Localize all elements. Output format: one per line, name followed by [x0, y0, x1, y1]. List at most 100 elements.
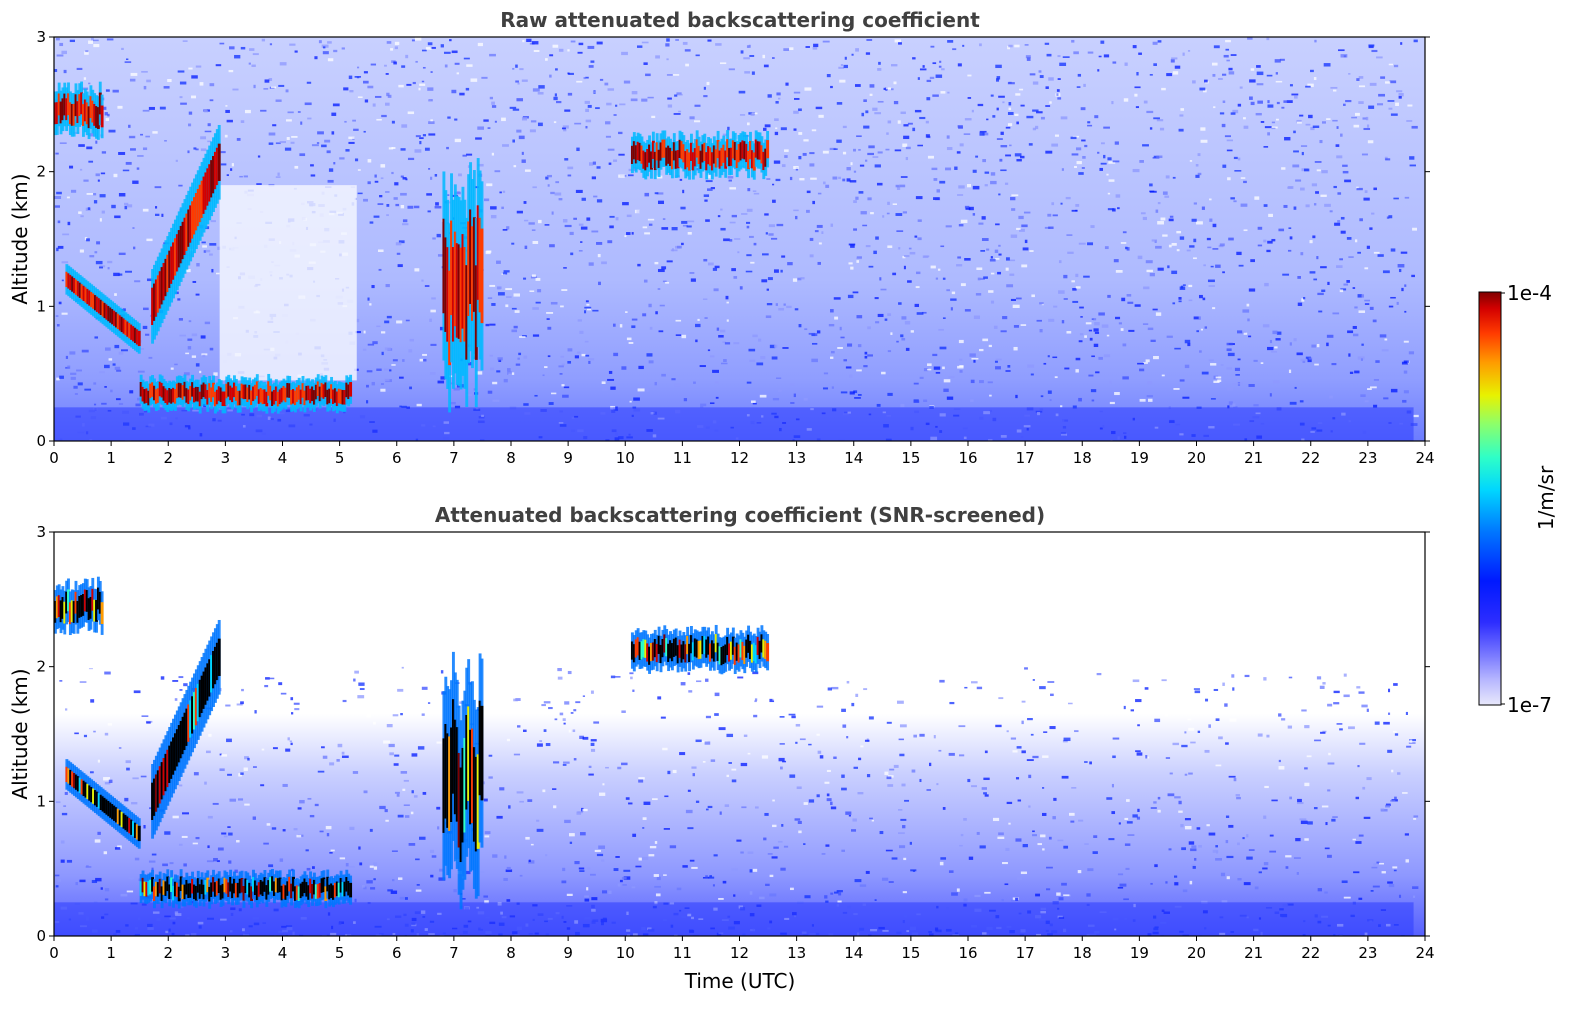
noise-pixel	[348, 75, 353, 80]
noise-pixel	[853, 228, 858, 231]
cloud-core	[204, 880, 208, 895]
noise-pixel	[260, 784, 265, 787]
noise-pixel	[1271, 126, 1278, 129]
noise-pixel	[619, 103, 626, 106]
noise-pixel	[421, 686, 428, 690]
cloud-core	[172, 885, 175, 901]
noise-pixel	[1098, 312, 1105, 316]
noise-pixel	[373, 215, 380, 218]
noise-pixel	[687, 672, 691, 675]
cloud-core	[288, 383, 292, 398]
noise-pixel	[1153, 355, 1159, 360]
noise-pixel	[483, 895, 489, 898]
noise-pixel	[719, 811, 722, 815]
noise-pixel	[240, 46, 246, 50]
noise-pixel	[583, 77, 586, 80]
noise-pixel	[268, 78, 273, 81]
noise-pixel	[976, 267, 983, 271]
noise-pixel	[430, 874, 434, 878]
noise-pixel	[942, 277, 946, 280]
noise-pixel	[180, 102, 187, 105]
noise-pixel	[1337, 220, 1341, 223]
cloud-core	[156, 388, 160, 403]
noise-pixel	[768, 224, 776, 228]
noise-pixel	[1082, 155, 1086, 159]
noise-pixel	[116, 369, 122, 372]
noise-pixel	[386, 92, 390, 97]
noise-pixel	[1390, 296, 1396, 299]
noise-pixel	[134, 857, 140, 861]
noise-pixel	[647, 218, 655, 221]
noise-pixel	[384, 347, 391, 351]
noise-pixel	[981, 216, 986, 220]
noise-pixel	[1058, 897, 1064, 901]
noise-pixel	[1059, 62, 1067, 66]
noise-pixel	[631, 318, 638, 321]
noise-pixel	[380, 383, 384, 386]
noise-pixel	[638, 777, 645, 780]
x-tick-label: 5	[335, 449, 345, 467]
noise-pixel	[89, 771, 94, 774]
noise-pixel	[561, 127, 566, 130]
noise-pixel	[588, 262, 594, 266]
noise-pixel	[1117, 873, 1124, 876]
cloud-core	[284, 387, 288, 403]
noise-pixel	[226, 738, 232, 743]
noise-pixel	[496, 286, 502, 290]
noise-pixel	[772, 397, 780, 401]
cloud-core	[259, 387, 263, 403]
noise-pixel	[393, 61, 397, 65]
noise-pixel	[1358, 310, 1366, 313]
noise-pixel	[902, 143, 908, 147]
noise-pixel	[705, 715, 711, 719]
noise-pixel	[752, 402, 757, 405]
noise-pixel	[416, 403, 422, 407]
noise-pixel	[1333, 185, 1337, 189]
noise-pixel	[260, 109, 267, 112]
noise-pixel	[430, 309, 436, 313]
noise-pixel	[912, 870, 916, 872]
noise-pixel	[545, 58, 548, 61]
noise-pixel	[975, 155, 979, 158]
noise-pixel	[228, 860, 232, 864]
noise-pixel	[779, 766, 783, 770]
cloud-core	[193, 884, 196, 900]
noise-pixel	[73, 131, 80, 135]
noise-pixel	[607, 148, 615, 151]
noise-pixel	[277, 172, 280, 176]
noise-pixel	[104, 782, 111, 785]
noise-pixel	[57, 245, 64, 249]
noise-pixel	[726, 319, 729, 322]
noise-pixel	[1234, 170, 1242, 172]
noise-pixel	[990, 180, 997, 185]
noise-pixel	[529, 129, 536, 133]
noise-pixel	[584, 898, 590, 902]
noise-pixel	[793, 110, 799, 114]
noise-pixel	[321, 746, 325, 749]
cloud-core	[72, 103, 76, 126]
noise-pixel	[549, 54, 554, 57]
noise-pixel	[1152, 308, 1158, 311]
noise-pixel	[562, 394, 569, 398]
noise-pixel	[964, 309, 971, 312]
noise-pixel	[93, 43, 100, 48]
noise-pixel	[314, 803, 319, 807]
noise-pixel	[971, 681, 978, 684]
noise-pixel	[1016, 297, 1022, 300]
noise-pixel	[714, 265, 720, 269]
noise-pixel	[633, 397, 640, 401]
noise-pixel	[1189, 880, 1193, 885]
noise-pixel	[813, 43, 819, 48]
noise-pixel	[1289, 84, 1293, 87]
noise-pixel	[101, 210, 105, 214]
cloud-core	[657, 149, 661, 168]
noise-pixel	[1149, 272, 1155, 277]
noise-pixel	[1194, 669, 1202, 672]
noise-pixel	[1207, 246, 1212, 249]
noise-pixel	[1036, 111, 1043, 114]
noise-pixel	[586, 887, 589, 891]
noise-pixel	[1359, 218, 1363, 222]
noise-pixel	[93, 901, 98, 904]
noise-pixel	[1066, 331, 1072, 334]
noise-pixel	[1367, 140, 1374, 144]
